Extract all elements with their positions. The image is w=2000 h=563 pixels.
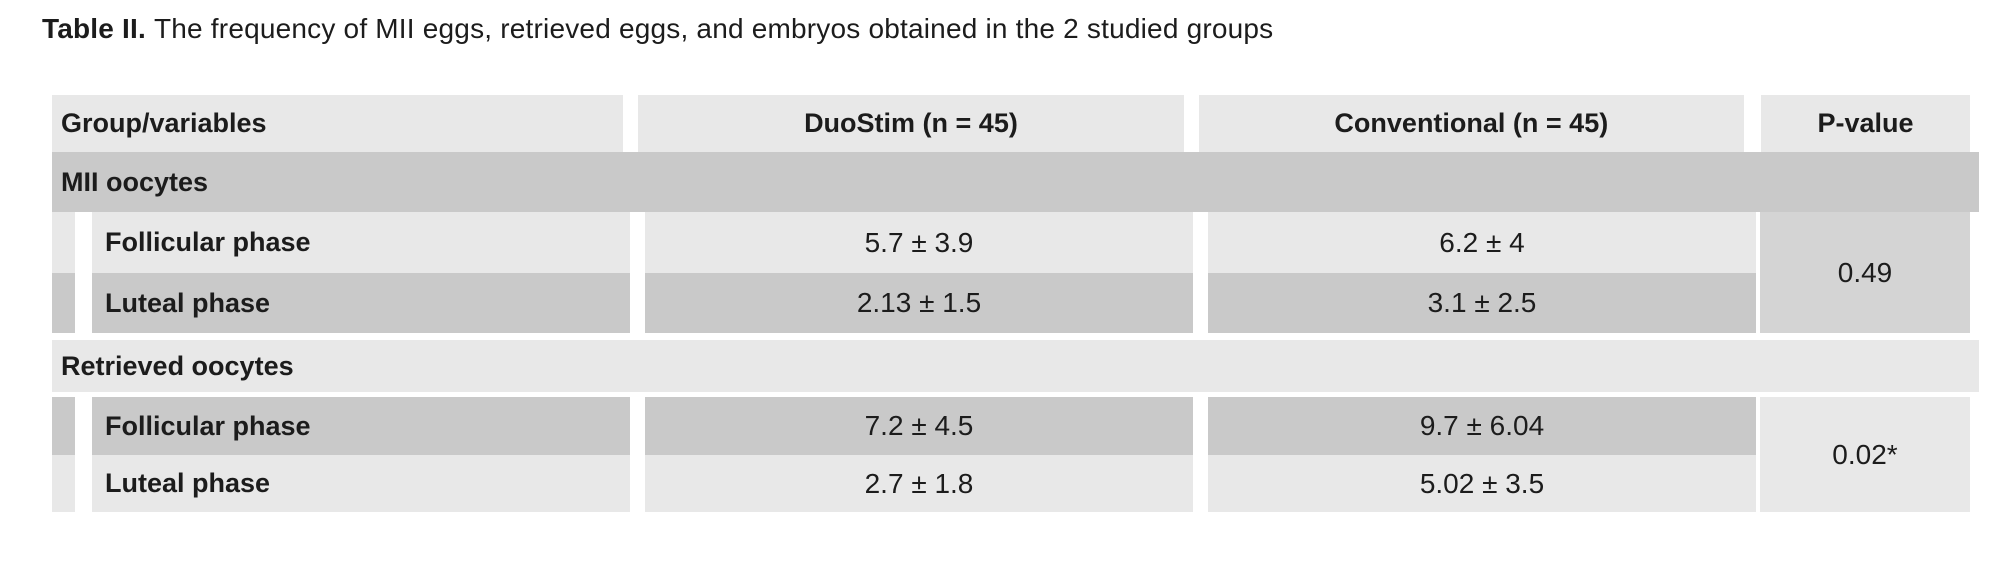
section-row-mii-oocytes: MII oocytes bbox=[52, 152, 1979, 212]
row-label-luteal-phase: Luteal phase bbox=[92, 273, 630, 333]
table-row-retrieved-luteal: Luteal phase 2.7 ± 1.8 5.02 ± 3.5 bbox=[52, 455, 1970, 512]
indent-strip bbox=[52, 397, 75, 455]
section-body-mii-oocytes: Follicular phase 5.7 ± 3.9 6.2 ± 4 Lutea… bbox=[52, 212, 1970, 333]
table-caption: Table II. The frequency of MII eggs, retr… bbox=[42, 12, 1273, 46]
table-row-mii-follicular: Follicular phase 5.7 ± 3.9 6.2 ± 4 bbox=[52, 212, 1970, 273]
table-row-mii-luteal: Luteal phase 2.13 ± 1.5 3.1 ± 2.5 bbox=[52, 273, 1970, 333]
table-row-retrieved-follicular: Follicular phase 7.2 ± 4.5 9.7 ± 6.04 bbox=[52, 397, 1970, 455]
table-header-row: Group/variables DuoStim (n = 45) Convent… bbox=[52, 95, 1970, 152]
header-cell-group-variables: Group/variables bbox=[52, 95, 624, 152]
data-table: Group/variables DuoStim (n = 45) Convent… bbox=[52, 95, 1979, 512]
cell-duostim-retrieved-luteal: 2.7 ± 1.8 bbox=[645, 455, 1193, 512]
row-label-follicular-phase: Follicular phase bbox=[92, 212, 630, 273]
cell-conventional-mii-follicular: 6.2 ± 4 bbox=[1208, 212, 1756, 273]
cell-conventional-retrieved-luteal: 5.02 ± 3.5 bbox=[1208, 455, 1756, 512]
section-row-retrieved-oocytes: Retrieved oocytes bbox=[52, 340, 1979, 392]
p-value-cell-mii: 0.49 bbox=[1760, 212, 1970, 333]
header-cell-conventional: Conventional (n = 45) bbox=[1198, 95, 1744, 152]
indent-strip bbox=[52, 273, 75, 333]
cell-duostim-mii-follicular: 5.7 ± 3.9 bbox=[645, 212, 1193, 273]
cell-conventional-retrieved-follicular: 9.7 ± 6.04 bbox=[1208, 397, 1756, 455]
cell-duostim-retrieved-follicular: 7.2 ± 4.5 bbox=[645, 397, 1193, 455]
cell-duostim-mii-luteal: 2.13 ± 1.5 bbox=[645, 273, 1193, 333]
header-cell-p-value: P-value bbox=[1761, 95, 1970, 152]
section-body-retrieved-oocytes: Follicular phase 7.2 ± 4.5 9.7 ± 6.04 Lu… bbox=[52, 397, 1970, 512]
table-caption-number: Table II. bbox=[42, 13, 146, 44]
indent-strip bbox=[52, 455, 75, 512]
indent-strip bbox=[52, 212, 75, 273]
row-label-luteal-phase: Luteal phase bbox=[92, 455, 630, 512]
table-caption-text: The frequency of MII eggs, retrieved egg… bbox=[153, 13, 1274, 44]
p-value-cell-retrieved: 0.02* bbox=[1760, 397, 1970, 512]
row-label-follicular-phase: Follicular phase bbox=[92, 397, 630, 455]
cell-conventional-mii-luteal: 3.1 ± 2.5 bbox=[1208, 273, 1756, 333]
header-cell-duostim: DuoStim (n = 45) bbox=[638, 95, 1184, 152]
